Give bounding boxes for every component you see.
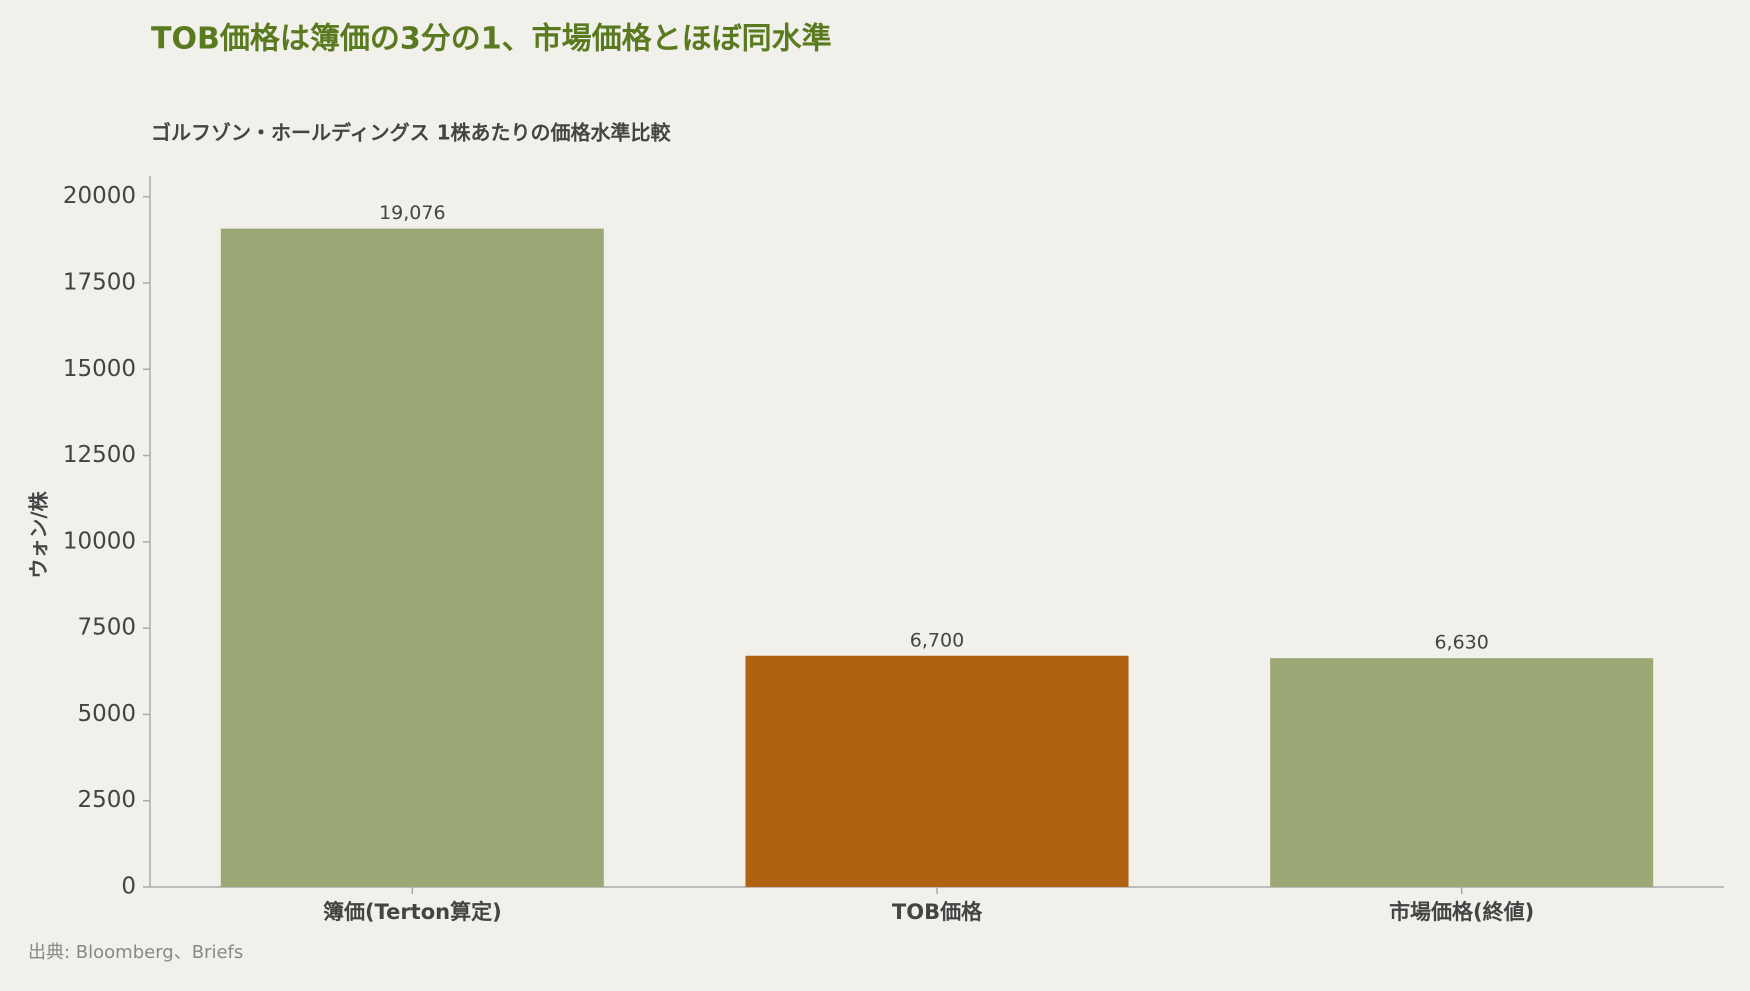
chart-title: TOB価格は簿価の3分の1、市場価格とほぼ同水準: [151, 22, 832, 57]
value-label: 6,630: [1434, 632, 1488, 654]
y-tick-label: 0: [121, 874, 136, 900]
y-tick-label: 7500: [77, 615, 136, 641]
x-tick-label: 市場価格(終値): [1389, 900, 1534, 924]
x-tick-label: 簿価(Terton算定): [323, 900, 502, 924]
bar: [220, 228, 604, 887]
y-tick-label: 12500: [63, 442, 136, 468]
chart-subtitle: ゴルフゾン・ホールディングス 1株あたりの価格水準比較: [151, 121, 671, 145]
y-tick-label: 5000: [77, 701, 136, 727]
source-note: 出典: Bloomberg、Briefs: [28, 942, 243, 963]
y-axis-label: ウォン/株: [27, 490, 51, 578]
y-tick-label: 15000: [63, 356, 136, 382]
x-tick-label: TOB価格: [892, 900, 983, 924]
bar: [745, 655, 1129, 887]
y-tick-label: 2500: [77, 787, 136, 813]
y-tick-label: 20000: [63, 183, 136, 209]
value-label: 6,700: [910, 629, 964, 651]
value-label: 19,076: [379, 202, 445, 224]
y-tick-label: 17500: [63, 269, 136, 295]
bar: [1270, 658, 1654, 887]
y-tick-label: 10000: [63, 528, 136, 554]
